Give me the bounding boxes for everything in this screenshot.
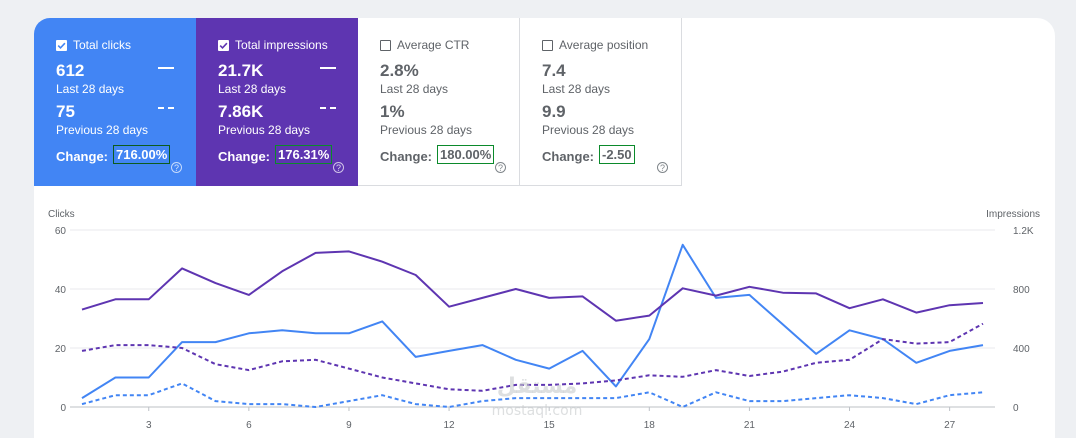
change-value: -2.50 <box>599 145 635 164</box>
checkbox-checked-icon[interactable] <box>218 40 229 51</box>
card-previous-period: Previous 28 days <box>56 123 149 137</box>
card-current-period: Last 28 days <box>380 82 449 96</box>
help-icon[interactable]: ? <box>171 162 182 173</box>
y-tick-label-right: 400 <box>1013 344 1030 355</box>
x-tick-label: 21 <box>744 420 756 431</box>
previous-total-clicks-line <box>81 382 984 408</box>
checkbox-unchecked-icon[interactable] <box>380 40 391 51</box>
y-axis-right-title: Impressions <box>986 209 1040 220</box>
card-previous-value: 9.9 <box>542 102 566 121</box>
card-label: Total clicks <box>73 38 132 52</box>
y-tick-label-left: 0 <box>60 403 66 414</box>
card-previous-period: Previous 28 days <box>218 123 311 137</box>
x-tick-label: 9 <box>346 420 352 431</box>
change-value: 180.00% <box>437 145 495 164</box>
change-value: 176.31% <box>275 145 333 164</box>
card-previous-value: 75 <box>56 102 75 121</box>
y-tick-label-left: 60 <box>55 226 67 237</box>
y-tick-label-right: 0 <box>1013 403 1019 414</box>
help-icon[interactable]: ? <box>657 162 668 173</box>
card-current-value: 2.8% <box>380 61 419 80</box>
card-current-value: 612 <box>56 61 85 80</box>
card-average-ctr[interactable]: Average CTR 2.8% Last 28 days 1% Previou… <box>358 18 520 186</box>
card-previous-value: 1% <box>380 102 405 121</box>
metric-cards: Total clicks 612 Last 28 days 75 Previou… <box>34 18 682 186</box>
y-axis-left-title: Clicks <box>48 209 75 220</box>
x-tick-label: 12 <box>444 420 456 431</box>
change-label: Change: <box>380 149 432 164</box>
watermark-logo: مستقل mostaql.com <box>492 374 583 418</box>
card-current-period: Last 28 days <box>56 82 125 96</box>
card-current-period: Last 28 days <box>218 82 287 96</box>
x-tick-label: 6 <box>246 420 252 431</box>
x-tick-label: 15 <box>544 420 556 431</box>
card-label: Total impressions <box>235 38 328 52</box>
card-previous-period: Previous 28 days <box>542 123 635 137</box>
x-tick-label: 18 <box>644 420 656 431</box>
card-total-impressions[interactable]: Total impressions 21.7K Last 28 days 7.8… <box>196 18 358 186</box>
change-label: Change: <box>542 149 594 164</box>
previous-total-impressions-line <box>81 322 984 392</box>
help-icon[interactable]: ? <box>333 162 344 173</box>
x-tick-label: 3 <box>146 420 152 431</box>
card-current-value: 21.7K <box>218 61 264 80</box>
dashed-line-legend-icon <box>158 107 174 109</box>
card-previous-period: Previous 28 days <box>380 123 473 137</box>
svg-text:mostaql.com: mostaql.com <box>492 403 583 418</box>
card-previous-value: 7.86K <box>218 102 264 121</box>
card-average-position[interactable]: Average position 7.4 Last 28 days 9.9 Pr… <box>520 18 682 186</box>
y-tick-label-left: 40 <box>55 285 67 296</box>
card-label: Average CTR <box>397 38 470 52</box>
card-total-clicks[interactable]: Total clicks 612 Last 28 days 75 Previou… <box>34 18 196 186</box>
help-icon[interactable]: ? <box>495 162 506 173</box>
current-total-impressions-line <box>81 250 984 322</box>
dashed-line-legend-icon <box>320 107 336 109</box>
change-value: 716.00% <box>113 145 171 164</box>
current-total-clicks-line <box>81 243 984 399</box>
checkbox-unchecked-icon[interactable] <box>542 40 553 51</box>
x-tick-label: 24 <box>844 420 856 431</box>
y-tick-label-left: 20 <box>55 344 67 355</box>
solid-line-legend-icon <box>320 67 336 69</box>
solid-line-legend-icon <box>158 67 174 69</box>
change-label: Change: <box>218 149 270 164</box>
card-current-value: 7.4 <box>542 61 566 80</box>
card-current-period: Last 28 days <box>542 82 611 96</box>
y-tick-label-right: 800 <box>1013 285 1030 296</box>
change-label: Change: <box>56 149 108 164</box>
y-tick-label-right: 1.2K <box>1013 226 1034 237</box>
x-tick-label: 27 <box>944 420 956 431</box>
checkbox-checked-icon[interactable] <box>56 40 67 51</box>
card-label: Average position <box>559 38 649 52</box>
svg-text:مستقل: مستقل <box>497 374 577 399</box>
